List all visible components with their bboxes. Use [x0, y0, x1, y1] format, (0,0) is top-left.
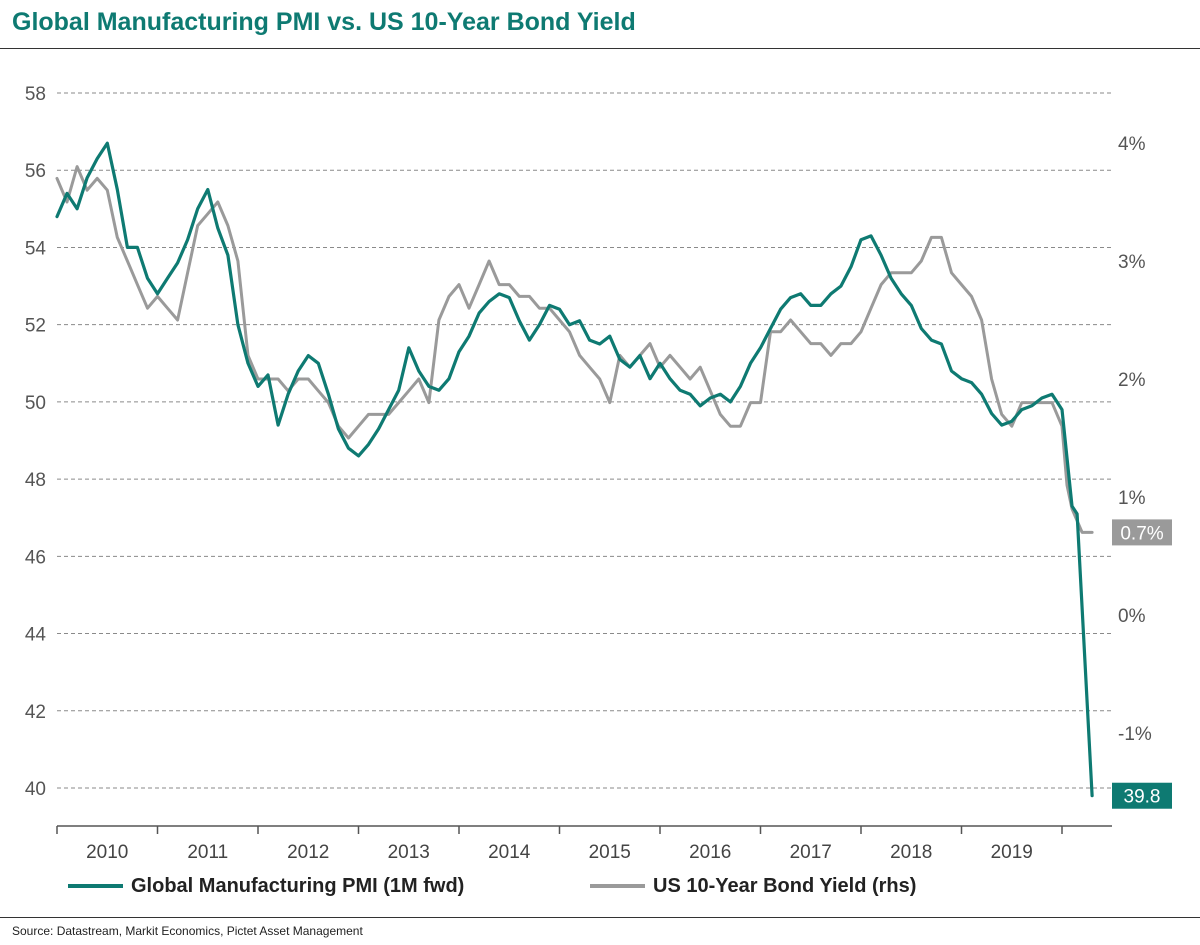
title-divider: [0, 48, 1200, 49]
legend-item-yield: US 10-Year Bond Yield (rhs): [590, 872, 916, 900]
right-axis-labels: -1% 0% 1% 2% 3% 4%: [1118, 134, 1152, 745]
x-tick-label: 2018: [890, 842, 932, 863]
series-line-pmi: [55, 141, 1094, 798]
legend-swatch-yield: [590, 884, 645, 888]
end-label-yield-box: [1112, 519, 1172, 546]
right-tick-label: 4%: [1118, 134, 1146, 155]
x-axis: 2010 2011 2012 2013 2014 2015 2016 2017 2018 2019: [56, 825, 1112, 863]
left-tick-label: 48: [25, 470, 46, 491]
legend: Global Manufacturing PMI (1M fwd) US 10-…: [0, 872, 1200, 902]
right-tick-label: 1%: [1118, 488, 1146, 509]
left-tick-label: 42: [25, 702, 46, 723]
chart-title: Global Manufacturing PMI vs. US 10-Year …: [12, 8, 636, 36]
x-tick-label: 2011: [187, 842, 228, 863]
left-axis-labels: 40 42 44 46 48 50 52 54 56 58: [25, 84, 47, 800]
right-tick-label: 3%: [1118, 252, 1146, 273]
x-tick-label: 2013: [388, 842, 430, 863]
source-note: Source: Datastream, Markit Economics, Pi…: [12, 924, 363, 938]
series-lines: [55, 141, 1094, 798]
left-tick-label: 46: [25, 547, 46, 568]
left-tick-label: 44: [25, 625, 47, 646]
x-tick-label: 2010: [86, 842, 128, 863]
series-line-yield: [55, 165, 1094, 534]
left-tick-label: 40: [25, 779, 46, 800]
right-tick-label: -1%: [1118, 724, 1152, 745]
gridlines: [57, 92, 1112, 789]
legend-item-pmi: Global Manufacturing PMI (1M fwd): [68, 872, 464, 900]
end-label-pmi-text: 39.8: [1124, 787, 1161, 808]
legend-label-pmi: Global Manufacturing PMI (1M fwd): [131, 874, 465, 897]
left-tick-label: 56: [25, 161, 46, 182]
right-tick-label: 2%: [1118, 370, 1146, 391]
x-tick-label: 2019: [991, 842, 1033, 863]
x-tick-label: 2012: [287, 842, 329, 863]
left-tick-label: 58: [25, 84, 46, 105]
legend-swatch-pmi: [68, 884, 123, 888]
end-value-labels: 0.7% 39.8: [1112, 519, 1172, 809]
left-tick-label: 52: [25, 316, 46, 337]
x-tick-label: 2016: [689, 842, 731, 863]
left-tick-label: 54: [25, 238, 47, 259]
x-tick-label: 2017: [790, 842, 832, 863]
end-label-pmi-box: [1112, 782, 1172, 809]
left-tick-label: 50: [25, 393, 46, 414]
x-tick-label: 2014: [488, 842, 531, 863]
source-divider: [0, 917, 1200, 918]
x-tick-label: 2015: [589, 842, 631, 863]
legend-label-yield: US 10-Year Bond Yield (rhs): [653, 874, 917, 897]
right-tick-label: 0%: [1118, 606, 1146, 627]
end-label-yield-text: 0.7%: [1120, 523, 1163, 544]
